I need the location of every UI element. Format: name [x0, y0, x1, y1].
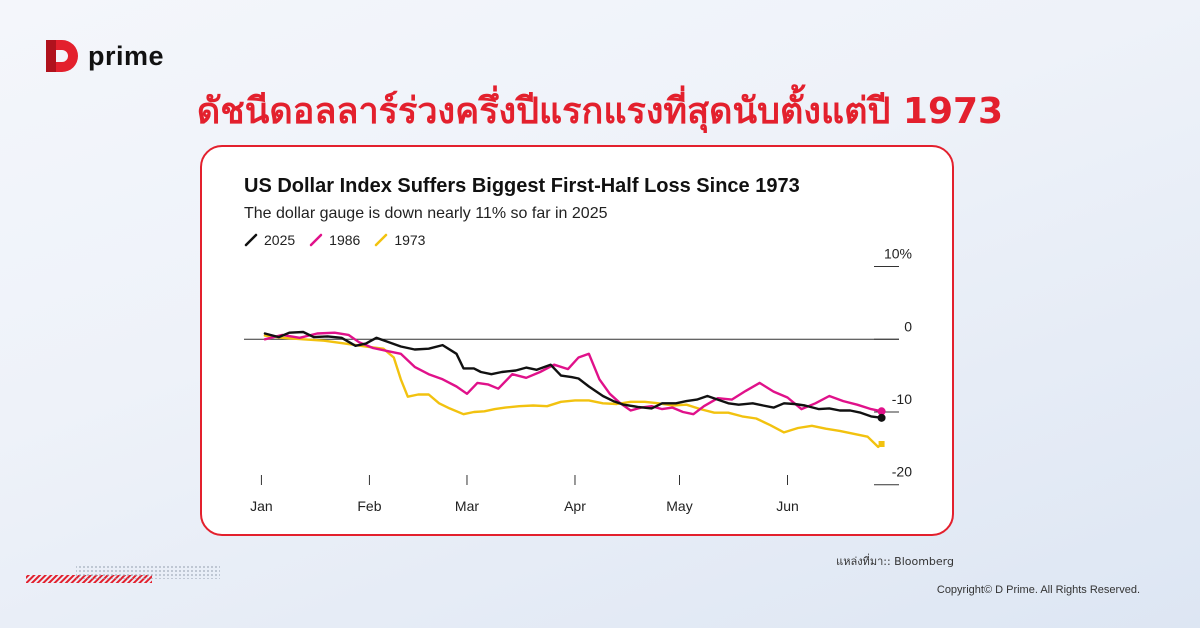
x-tick-label: Jun — [776, 498, 799, 514]
series-line-1986 — [263, 331, 883, 416]
brand-logo: prime — [42, 36, 164, 76]
logo-text: prime — [88, 40, 165, 71]
chart-subtitle: The dollar gauge is down nearly 11% so f… — [244, 205, 608, 222]
chart-legend: 2025 1986 1973 — [244, 232, 425, 248]
line-chart: 10% 0 -10 -20 Jan Feb Mar Apr May Jun — [244, 246, 912, 514]
d-prime-logo-icon — [46, 40, 78, 72]
y-tick-label: -10 — [892, 391, 912, 407]
legend-label: 2025 — [264, 232, 296, 248]
legend-label: 1986 — [329, 232, 361, 248]
x-tick-label: Feb — [357, 498, 381, 514]
legend-swatch-icon — [244, 233, 258, 247]
y-tick-label: 10% — [884, 246, 912, 262]
page-headline: ดัชนีดอลลาร์ร่วงครึ่งปีแรกแรงที่สุดนับตั… — [196, 91, 1004, 132]
x-tick-label: Apr — [564, 498, 586, 514]
chart-card: US Dollar Index Suffers Biggest First-Ha… — [200, 145, 954, 536]
legend-swatch-icon — [375, 233, 388, 247]
x-tick-label: May — [666, 498, 692, 514]
series-end-marker-2025 — [877, 413, 886, 422]
legend-item-2025: 2025 — [244, 232, 295, 248]
series-line-1973 — [263, 334, 883, 449]
legend-label: 1973 — [394, 232, 426, 248]
y-tick-label: -20 — [892, 464, 912, 480]
x-tick-label: Mar — [455, 498, 479, 514]
copyright-note: Copyright© D Prime. All Rights Reserved. — [936, 584, 1140, 596]
chart-title: US Dollar Index Suffers Biggest First-Ha… — [244, 175, 800, 197]
decorative-stripe — [26, 565, 220, 583]
source-note: แหล่งที่มา:: Bloomberg — [836, 555, 954, 568]
y-tick-label: 0 — [904, 318, 912, 334]
series-end-marker-1986 — [877, 407, 886, 416]
series-end-marker-1973 — [878, 441, 885, 447]
legend-swatch-icon — [309, 233, 323, 247]
legend-item-1973: 1973 — [374, 232, 425, 248]
x-tick-label: Jan — [250, 498, 273, 514]
legend-item-1986: 1986 — [309, 232, 360, 248]
series-line-2025 — [263, 330, 883, 419]
